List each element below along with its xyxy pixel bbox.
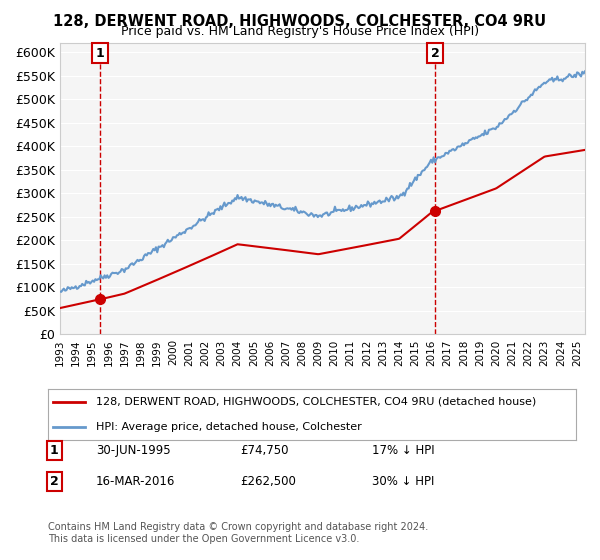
Text: HPI: Average price, detached house, Colchester: HPI: Average price, detached house, Colc… — [95, 422, 361, 432]
Text: 30-JUN-1995: 30-JUN-1995 — [96, 444, 170, 458]
Text: 16-MAR-2016: 16-MAR-2016 — [96, 475, 175, 488]
Text: £262,500: £262,500 — [240, 475, 296, 488]
Text: Contains HM Land Registry data © Crown copyright and database right 2024.
This d: Contains HM Land Registry data © Crown c… — [48, 522, 428, 544]
Text: Price paid vs. HM Land Registry's House Price Index (HPI): Price paid vs. HM Land Registry's House … — [121, 25, 479, 38]
Text: £74,750: £74,750 — [240, 444, 289, 458]
Text: 2: 2 — [50, 475, 58, 488]
Text: 30% ↓ HPI: 30% ↓ HPI — [372, 475, 434, 488]
Text: 17% ↓ HPI: 17% ↓ HPI — [372, 444, 434, 458]
Text: 2: 2 — [431, 46, 439, 60]
Text: 1: 1 — [96, 46, 104, 60]
Text: 128, DERWENT ROAD, HIGHWOODS, COLCHESTER, CO4 9RU (detached house): 128, DERWENT ROAD, HIGHWOODS, COLCHESTER… — [95, 397, 536, 407]
Text: 1: 1 — [50, 444, 58, 458]
Text: 128, DERWENT ROAD, HIGHWOODS, COLCHESTER, CO4 9RU: 128, DERWENT ROAD, HIGHWOODS, COLCHESTER… — [53, 14, 547, 29]
